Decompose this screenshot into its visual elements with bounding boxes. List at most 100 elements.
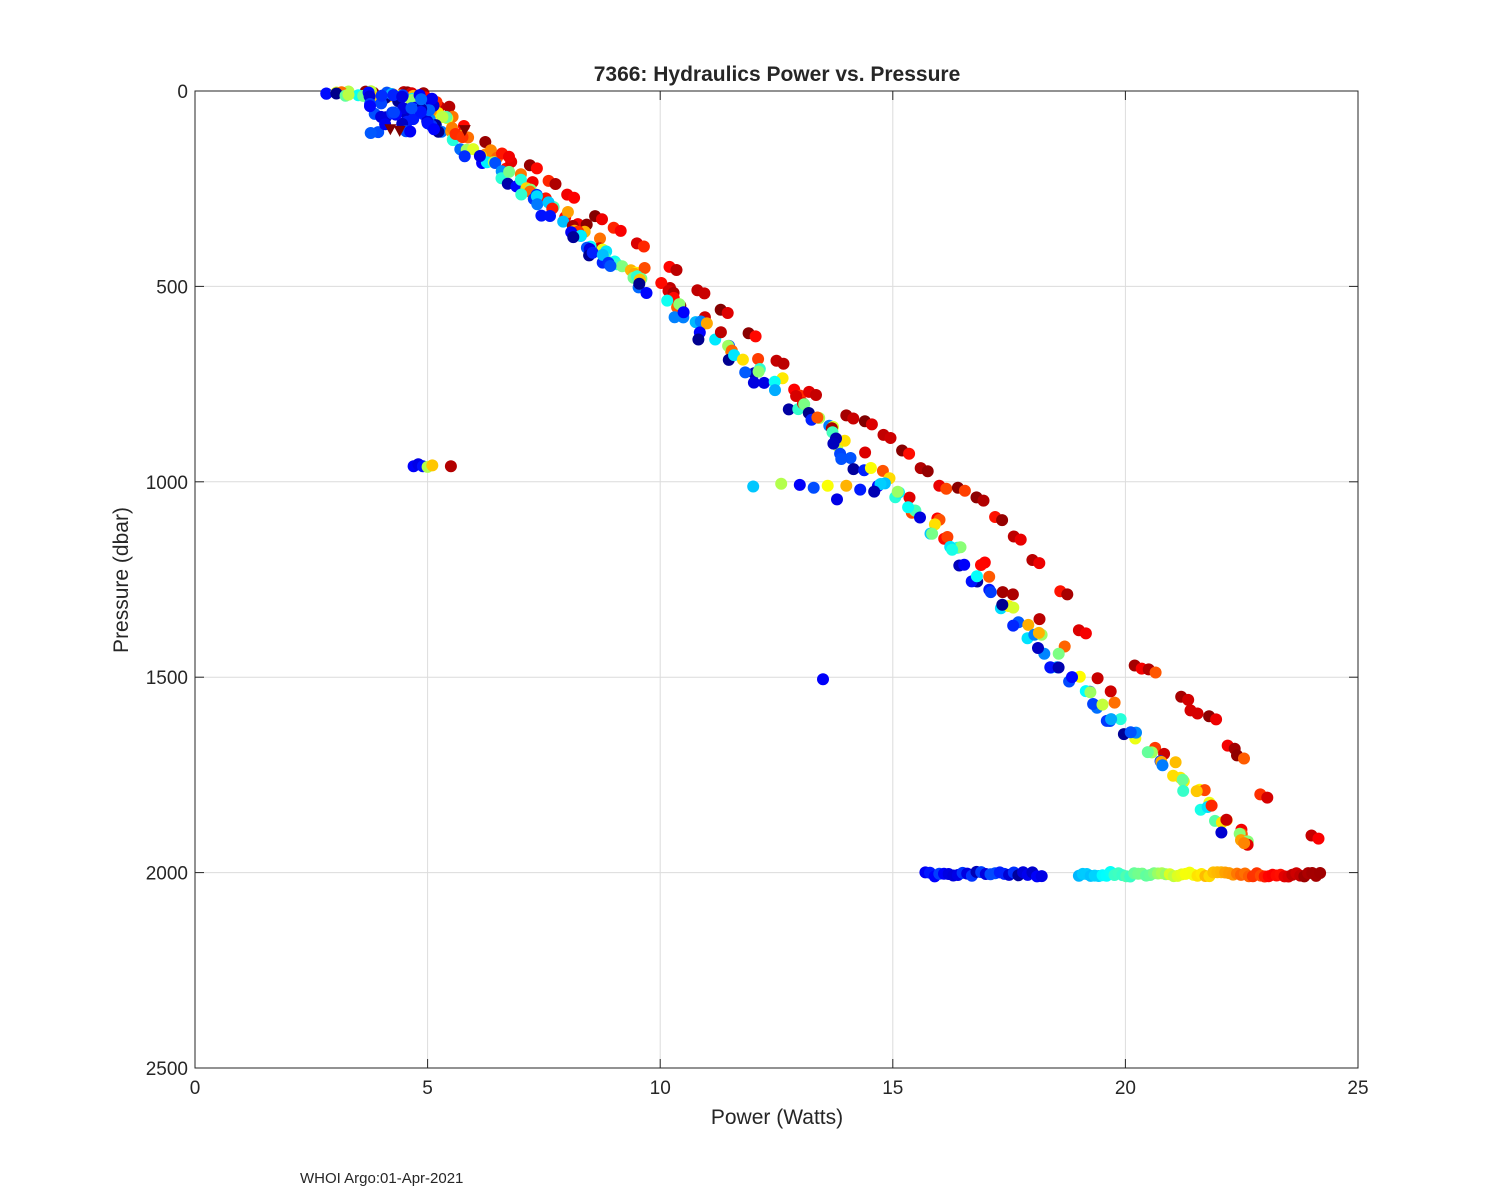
data-point <box>330 87 343 100</box>
data-point <box>1238 752 1250 765</box>
data-point <box>769 384 781 397</box>
data-point <box>752 353 765 365</box>
y-axis-tick-labels: 0 500 1000 1500 2000 2500 <box>146 82 188 1080</box>
x-tick-label: 20 <box>1115 1078 1136 1099</box>
data-point <box>640 287 653 299</box>
data-point <box>1079 627 1092 640</box>
data-point <box>1220 813 1233 826</box>
data-point <box>637 240 650 253</box>
x-tick-label: 5 <box>422 1078 433 1099</box>
data-point <box>1177 784 1190 797</box>
y-tick-label: 500 <box>156 277 188 298</box>
data-point <box>807 481 820 494</box>
data-point <box>530 162 543 175</box>
data-point <box>503 150 515 163</box>
data-point <box>902 501 915 514</box>
data-point <box>661 294 674 307</box>
data-point <box>1035 870 1048 883</box>
data-point <box>1033 557 1046 570</box>
data-point <box>970 570 983 583</box>
axis-ticks <box>194 90 1359 1069</box>
data-point <box>596 213 608 226</box>
data-point <box>388 106 400 119</box>
data-point <box>396 90 409 103</box>
data-point <box>655 277 668 289</box>
data-point <box>977 494 990 507</box>
data-point <box>1007 619 1020 632</box>
data-point <box>1006 588 1019 601</box>
data-point <box>958 558 971 571</box>
data-point <box>1052 647 1065 660</box>
data-point <box>782 403 795 416</box>
data-point <box>1314 867 1327 879</box>
data-point <box>407 113 420 126</box>
data-point <box>549 178 562 190</box>
data-point <box>1141 746 1154 759</box>
data-point-triangle <box>458 125 471 137</box>
y-tick-label: 0 <box>177 82 188 103</box>
y-tick-label: 2500 <box>146 1059 188 1080</box>
data-point <box>594 232 606 245</box>
data-point <box>515 188 528 201</box>
x-tick-label: 0 <box>190 1078 201 1099</box>
data-point <box>444 460 457 473</box>
data-point <box>698 287 711 300</box>
data-point <box>535 209 548 222</box>
data-point <box>1156 759 1169 772</box>
data-point <box>1190 785 1203 798</box>
data-point <box>840 479 853 492</box>
data-point <box>921 465 934 478</box>
y-tick-label: 1000 <box>146 473 188 494</box>
data-point <box>404 125 417 138</box>
data-point <box>1033 613 1046 626</box>
data-point <box>1238 837 1251 850</box>
data-point <box>557 215 570 228</box>
x-axis-label: Power (Watts) <box>711 1106 843 1129</box>
data-point <box>1052 661 1065 674</box>
data-point <box>586 246 599 259</box>
data-point <box>342 88 355 101</box>
data-point <box>633 277 646 290</box>
data-point <box>426 92 438 105</box>
data-point <box>1032 642 1044 654</box>
data-point <box>752 365 765 378</box>
data-point <box>736 353 749 366</box>
data-point <box>847 463 860 476</box>
data-point <box>1114 713 1127 726</box>
data-point <box>614 224 627 237</box>
data-point <box>811 411 824 424</box>
data-points <box>320 85 1327 883</box>
data-point <box>714 326 727 339</box>
plot-area-frame <box>194 90 1359 1069</box>
data-point <box>414 105 427 118</box>
data-point <box>426 459 439 472</box>
data-point <box>749 330 762 343</box>
data-point <box>1191 707 1204 720</box>
data-point <box>747 480 760 493</box>
data-point <box>1215 826 1228 839</box>
data-point <box>946 543 959 556</box>
data-point <box>568 191 581 204</box>
data-point <box>364 127 377 139</box>
data-point <box>1104 685 1117 698</box>
data-point <box>428 123 440 136</box>
data-point <box>375 89 388 102</box>
data-point <box>1312 832 1325 845</box>
data-point <box>503 165 516 178</box>
data-point <box>1205 799 1218 812</box>
data-point <box>984 586 997 599</box>
data-point <box>928 518 941 531</box>
data-point <box>514 173 527 186</box>
data-point <box>941 531 954 543</box>
data-point <box>1182 693 1195 706</box>
data-point <box>604 260 617 272</box>
x-tick-label: 15 <box>882 1078 903 1099</box>
data-point-triangle <box>384 124 397 136</box>
data-point <box>777 357 790 370</box>
data-point <box>456 131 469 144</box>
data-point <box>1261 791 1274 804</box>
data-point <box>958 484 971 497</box>
x-tick-label: 25 <box>1347 1078 1368 1099</box>
data-point <box>739 366 752 379</box>
